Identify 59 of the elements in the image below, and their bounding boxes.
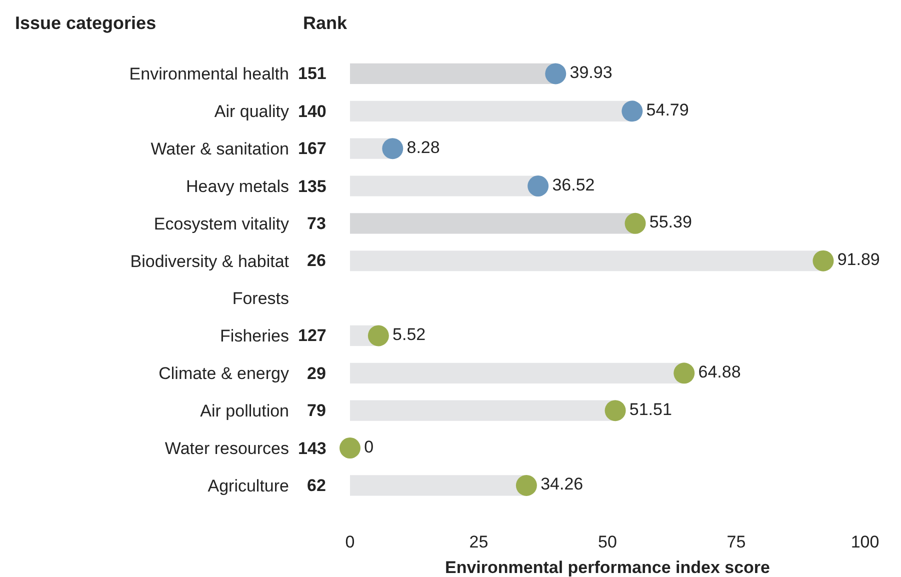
text: 73 [307,214,326,233]
data-label: 91.89 [837,250,880,270]
data-label: 5.52 [392,324,426,344]
x-tick-label: 25 [469,532,488,552]
y-tick-label: Forests [232,289,289,308]
text: Rank [303,13,348,33]
data-label: 51.51 [629,400,672,419]
point [382,138,404,160]
x-tick-label: 100 [850,532,880,552]
text: 29 [307,364,326,383]
bar [350,475,526,496]
y-tick-label: Heavy metals [186,176,289,196]
point [340,438,360,458]
bar [350,400,616,421]
y-tick-label: Agriculture [208,476,289,496]
text: 127 [298,326,326,345]
data-label: 34.26 [540,474,584,494]
point [674,362,695,384]
y-tick-label: Environmental health [129,64,289,84]
y-tick-label: Water & sanitation [150,140,289,159]
x-tick-label: 0 [345,532,355,552]
x-tick-label: 75 [726,532,746,552]
bar [350,63,556,84]
point [516,474,537,496]
data-label: 54.79 [646,100,689,120]
y-tick-label: Water resources [164,438,289,458]
point [812,250,834,272]
text: 62 [307,476,326,495]
data-label: 0 [364,437,374,456]
point [624,212,646,234]
text: 135 [298,177,326,196]
text: 167 [298,139,326,158]
data-label: 39.93 [570,62,612,82]
point [622,100,643,122]
text: 26 [307,251,326,270]
point [368,325,389,346]
x-axis-title: Environmental performance index score [445,558,770,577]
point [545,63,566,84]
x-tick-label: 50 [598,532,617,552]
data-label: 64.88 [698,362,741,382]
bar [350,250,824,272]
text: 79 [307,401,326,420]
bar [350,213,636,234]
y-tick-label: Ecosystem vitality [154,214,290,234]
data-label: 36.52 [552,175,595,194]
point [528,176,549,196]
text: 140 [298,102,326,121]
y-tick-label: Fisheries [220,326,289,346]
y-tick-label: Climate & energy [158,364,290,384]
text: 143 [298,439,326,458]
y-tick-label: Biodiversity & habitat [130,252,290,271]
data-label: 55.39 [649,212,692,232]
data-label: 8.28 [406,138,440,157]
text: 151 [298,64,326,83]
y-tick-label: Air quality [214,102,290,122]
bar [350,176,538,196]
y-tick-label: Air pollution [200,402,289,421]
y-axis-title: Issue categories [15,13,156,33]
point [604,400,626,422]
